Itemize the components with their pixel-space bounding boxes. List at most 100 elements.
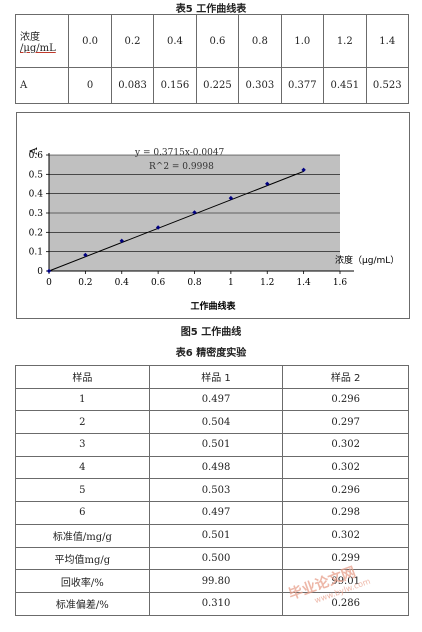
table-cell: 0.298 — [282, 501, 409, 525]
x-tick-label: 0.2 — [78, 278, 92, 288]
table5-caption: 表5 工作曲线表 — [175, 4, 247, 15]
table-cell: 0.225 — [195, 67, 240, 104]
table-cell: 0.297 — [282, 410, 409, 435]
table-row: 标准值/mg/g 0.501 0.302 — [15, 523, 409, 548]
table-header-row: 样品 样品 1 样品 2 — [15, 365, 409, 389]
data-point — [46, 268, 52, 274]
column-header: 样品 — [15, 365, 150, 389]
table-cell: 0.504 — [148, 410, 284, 435]
table5: 浓度 /μg/mL 0.0 0.2 0.4 0.6 0.8 1.0 1.2 1.… — [14, 14, 409, 104]
table-cell: 0.303 — [238, 67, 282, 104]
x-tick-label: 0.8 — [187, 278, 202, 288]
table-row: 2 0.504 0.297 — [15, 410, 409, 435]
figure5-chart-frame: 0 0.2 0.4 0.6 0.8 1 1.2 1.4 1.6 0 0.1 0.2 0.3 0.4 0.5… — [16, 112, 410, 319]
table-cell: 1.2 — [323, 14, 367, 68]
table-cell: 0.501 — [148, 433, 284, 457]
y-tick-label: 0.5 — [29, 170, 44, 180]
table-row: 标准偏差/% 0.310 0.286 — [15, 591, 409, 616]
table-row: 6 0.497 0.298 — [15, 501, 409, 525]
table-cell: 0.302 — [282, 455, 409, 480]
y-axis-label: A — [29, 147, 40, 156]
chart-title: 工作曲线表 — [190, 300, 236, 312]
table5-row2-label: A — [14, 67, 70, 104]
y-tick-label: 0.3 — [29, 209, 44, 219]
table-cell: 1.4 — [365, 14, 409, 68]
table-cell: 0.377 — [280, 67, 325, 104]
table-cell: 标准值/mg/g — [15, 523, 150, 548]
x-tick-label: 1 — [228, 278, 234, 288]
table-row: 4 0.498 0.302 — [15, 455, 409, 480]
table-cell: 0.500 — [148, 546, 284, 571]
x-tick-label: 1.2 — [260, 278, 274, 288]
data-point — [192, 210, 197, 215]
table-cell: 回收率/% — [15, 569, 150, 593]
table-cell: 0.4 — [153, 14, 197, 68]
table-row: 平均值mg/g 0.500 0.299 — [15, 546, 409, 571]
table-cell: 0.8 — [238, 14, 282, 68]
label-line2: /μg/mL — [20, 43, 56, 54]
table-cell: 0 — [68, 67, 112, 104]
trendline — [48, 170, 304, 272]
table-row: 1 0.497 0.296 — [15, 387, 409, 412]
table-cell: 0.497 — [148, 387, 284, 412]
table-row: 3 0.501 0.302 — [15, 433, 409, 457]
y-tick-label: 0 — [37, 267, 43, 277]
data-point — [265, 181, 270, 187]
table-cell: 0.497 — [148, 501, 284, 525]
table-cell: 5 — [15, 478, 150, 503]
trendline-equation: y = 0.3715x-0.0047 — [134, 148, 225, 158]
table-cell: 0.0 — [68, 14, 112, 68]
table-cell: 0.296 — [282, 478, 409, 503]
table-cell: 0.498 — [148, 455, 284, 480]
table-cell: 平均值mg/g — [15, 546, 150, 571]
x-tick-label: 0.4 — [115, 278, 130, 288]
data-point — [155, 225, 161, 230]
table-cell: 0.302 — [282, 523, 409, 548]
table-cell: 0.310 — [148, 591, 284, 616]
table6: 样品 样品 1 样品 2 1 0.497 0.296 2 0.504 0.297 3 0.50… — [15, 365, 409, 616]
table-cell: 标准偏差/% — [15, 591, 150, 616]
table-cell: 0.503 — [148, 478, 284, 503]
x-axis-label: 浓度（μg/mL） — [335, 254, 399, 266]
table-cell: 99.01 — [282, 569, 409, 593]
table-cell: 0.302 — [282, 433, 409, 457]
figure5-caption: 图5 工作曲线 — [180, 327, 242, 338]
data-point — [301, 167, 306, 173]
trendline-r2: R^2 = 0.9998 — [149, 162, 214, 172]
data-point — [83, 252, 88, 258]
column-header: 样品 1 — [148, 365, 284, 389]
table5-row1-label: 浓度 /μg/mL — [14, 14, 70, 68]
table-cell: 0.296 — [282, 387, 409, 412]
x-tick-label: 1.4 — [296, 278, 311, 288]
table-cell: 3 — [15, 433, 150, 457]
table-cell: 2 — [15, 410, 150, 435]
table-row: 浓度 /μg/mL 0.0 0.2 0.4 0.6 0.8 1.0 1.2 1.… — [14, 14, 409, 68]
table-cell: 0.501 — [148, 523, 284, 548]
table-cell: 0.451 — [323, 67, 367, 104]
table-cell: 0.6 — [195, 14, 240, 68]
column-header: 样品 2 — [282, 365, 409, 389]
table-cell: 0.2 — [110, 14, 155, 68]
table-cell: 0.083 — [110, 67, 155, 104]
y-tick-label: 0.6 — [29, 151, 44, 161]
table-cell: 0.299 — [282, 546, 409, 571]
y-tick-label: 0.2 — [29, 228, 43, 238]
table6-caption: 表6 精密度实验 — [175, 348, 247, 359]
table-row: 回收率/% 99.80 99.01 — [15, 569, 409, 593]
x-tick-label: 0.6 — [151, 278, 166, 288]
table-cell: 0.156 — [153, 67, 197, 104]
table-cell: 4 — [15, 455, 150, 480]
table-cell: 99.80 — [148, 569, 284, 593]
table-cell: 1.0 — [280, 14, 325, 68]
table-cell: 0.286 — [282, 591, 409, 616]
y-tick-label: 0.1 — [29, 248, 43, 258]
table-row: A 0 0.083 0.156 0.225 0.303 0.377 0.451 … — [14, 67, 409, 104]
y-tick-label: 0.4 — [29, 190, 44, 200]
x-tick-label: 1.6 — [333, 278, 348, 288]
table-cell: 1 — [15, 387, 150, 412]
chart-svg: 0 0.2 0.4 0.6 0.8 1 1.2 1.4 1.6 0 0.1 0.2 0.3 0.4 0.5… — [29, 147, 400, 312]
x-tick-label: 0 — [46, 278, 52, 288]
table-row: 5 0.503 0.296 — [15, 478, 409, 503]
label-line1: 浓度 — [20, 32, 40, 43]
table-cell: 0.523 — [365, 67, 409, 104]
